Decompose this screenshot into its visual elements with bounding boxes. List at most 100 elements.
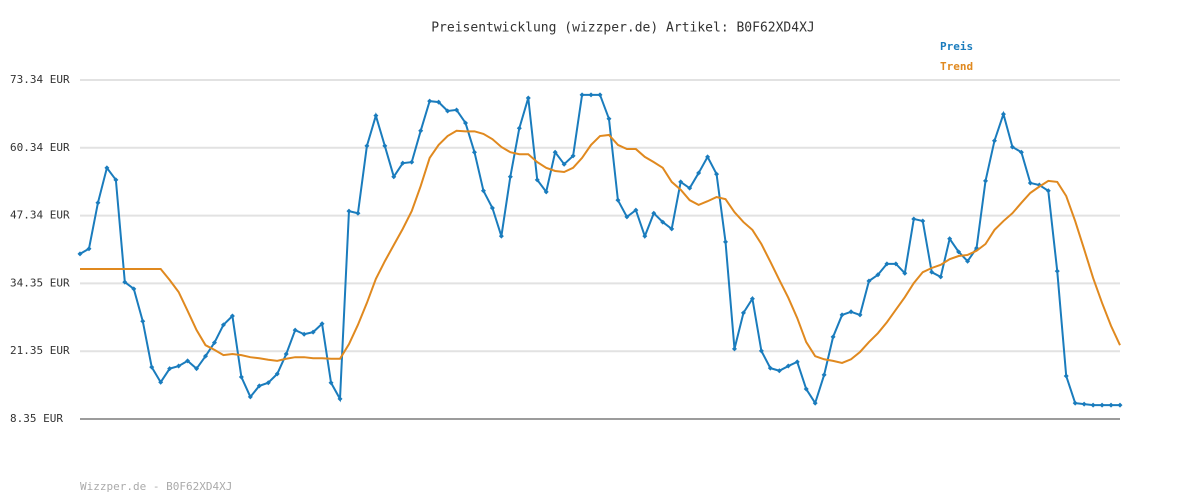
point-marker <box>194 366 200 372</box>
point-marker <box>319 321 325 327</box>
y-tick-label: 8.35 EUR <box>10 412 63 425</box>
point-marker <box>884 261 890 267</box>
point-marker <box>731 346 737 352</box>
point-marker <box>606 116 612 122</box>
point-marker <box>633 207 639 213</box>
point-marker <box>534 177 540 183</box>
y-tick-label: 73.34 EUR <box>10 73 70 86</box>
point-marker <box>95 200 101 206</box>
point-marker <box>247 394 253 400</box>
y-tick-label: 47.34 EUR <box>10 209 70 222</box>
point-marker <box>740 310 746 316</box>
point-marker <box>543 189 549 195</box>
y-tick-label: 34.35 EUR <box>10 276 70 289</box>
point-marker <box>86 246 92 252</box>
point-marker <box>678 179 684 185</box>
point-marker <box>176 363 182 369</box>
point-marker <box>436 99 442 105</box>
point-marker <box>1000 111 1006 117</box>
point-marker <box>660 219 666 225</box>
point-marker <box>238 374 244 380</box>
point-marker <box>615 197 621 203</box>
point-marker <box>265 380 271 386</box>
point-marker <box>669 226 675 232</box>
point-marker <box>454 107 460 113</box>
point-marker <box>893 261 899 267</box>
legend-label: Trend <box>940 60 973 73</box>
point-marker <box>705 154 711 160</box>
point-marker <box>409 159 415 165</box>
point-marker <box>355 210 361 216</box>
point-marker <box>1117 402 1123 408</box>
point-marker <box>624 214 630 220</box>
chart-title: Preisentwicklung (wizzper.de) Artikel: B… <box>431 21 815 36</box>
point-marker <box>857 312 863 318</box>
point-marker <box>1108 402 1114 408</box>
point-marker <box>274 371 280 377</box>
point-marker <box>866 278 872 284</box>
point-marker <box>1090 402 1096 408</box>
point-marker <box>149 364 155 370</box>
point-marker <box>696 170 702 176</box>
point-marker <box>158 379 164 385</box>
point-marker <box>489 205 495 211</box>
point-marker <box>113 177 119 183</box>
point-marker <box>552 149 558 155</box>
point-marker <box>651 210 657 216</box>
point-marker <box>1027 180 1033 186</box>
point-marker <box>991 138 997 144</box>
point-marker <box>122 279 128 285</box>
point-marker <box>794 359 800 365</box>
point-marker <box>875 272 881 278</box>
point-marker <box>104 165 110 171</box>
y-tick-label: 21.35 EUR <box>10 344 70 357</box>
point-marker <box>839 312 845 318</box>
point-marker <box>776 368 782 374</box>
point-marker <box>364 143 370 149</box>
point-marker <box>301 331 307 337</box>
point-marker <box>346 208 352 214</box>
point-marker <box>929 269 935 275</box>
point-marker <box>561 161 567 167</box>
point-marker <box>642 233 648 239</box>
point-marker <box>812 400 818 406</box>
point-marker <box>911 216 917 222</box>
point-marker <box>463 120 469 126</box>
point-marker <box>821 372 827 378</box>
point-marker <box>337 396 343 402</box>
point-marker <box>570 153 576 159</box>
point-marker <box>373 113 379 119</box>
point-marker <box>391 174 397 180</box>
point-marker <box>77 251 83 257</box>
point-marker <box>588 92 594 98</box>
point-marker <box>256 383 262 389</box>
point-marker <box>785 363 791 369</box>
point-marker <box>1081 401 1087 407</box>
point-marker <box>758 348 764 354</box>
point-marker <box>1018 149 1024 155</box>
point-marker <box>140 318 146 324</box>
point-marker <box>597 92 603 98</box>
point-marker <box>445 108 451 114</box>
point-marker <box>749 296 755 302</box>
point-marker <box>310 329 316 335</box>
point-marker <box>229 313 235 319</box>
point-marker <box>714 171 720 177</box>
point-marker <box>292 327 298 333</box>
point-marker <box>767 365 773 371</box>
point-marker <box>471 149 477 155</box>
point-marker <box>507 174 513 180</box>
point-marker <box>983 178 989 184</box>
legend-label: Preis <box>940 40 973 53</box>
point-marker <box>920 218 926 224</box>
point-marker <box>902 270 908 276</box>
point-marker <box>220 322 226 328</box>
point-marker <box>516 125 522 131</box>
point-marker <box>185 358 191 364</box>
point-marker <box>830 334 836 340</box>
point-marker <box>400 160 406 166</box>
point-marker <box>803 386 809 392</box>
point-marker <box>687 185 693 191</box>
